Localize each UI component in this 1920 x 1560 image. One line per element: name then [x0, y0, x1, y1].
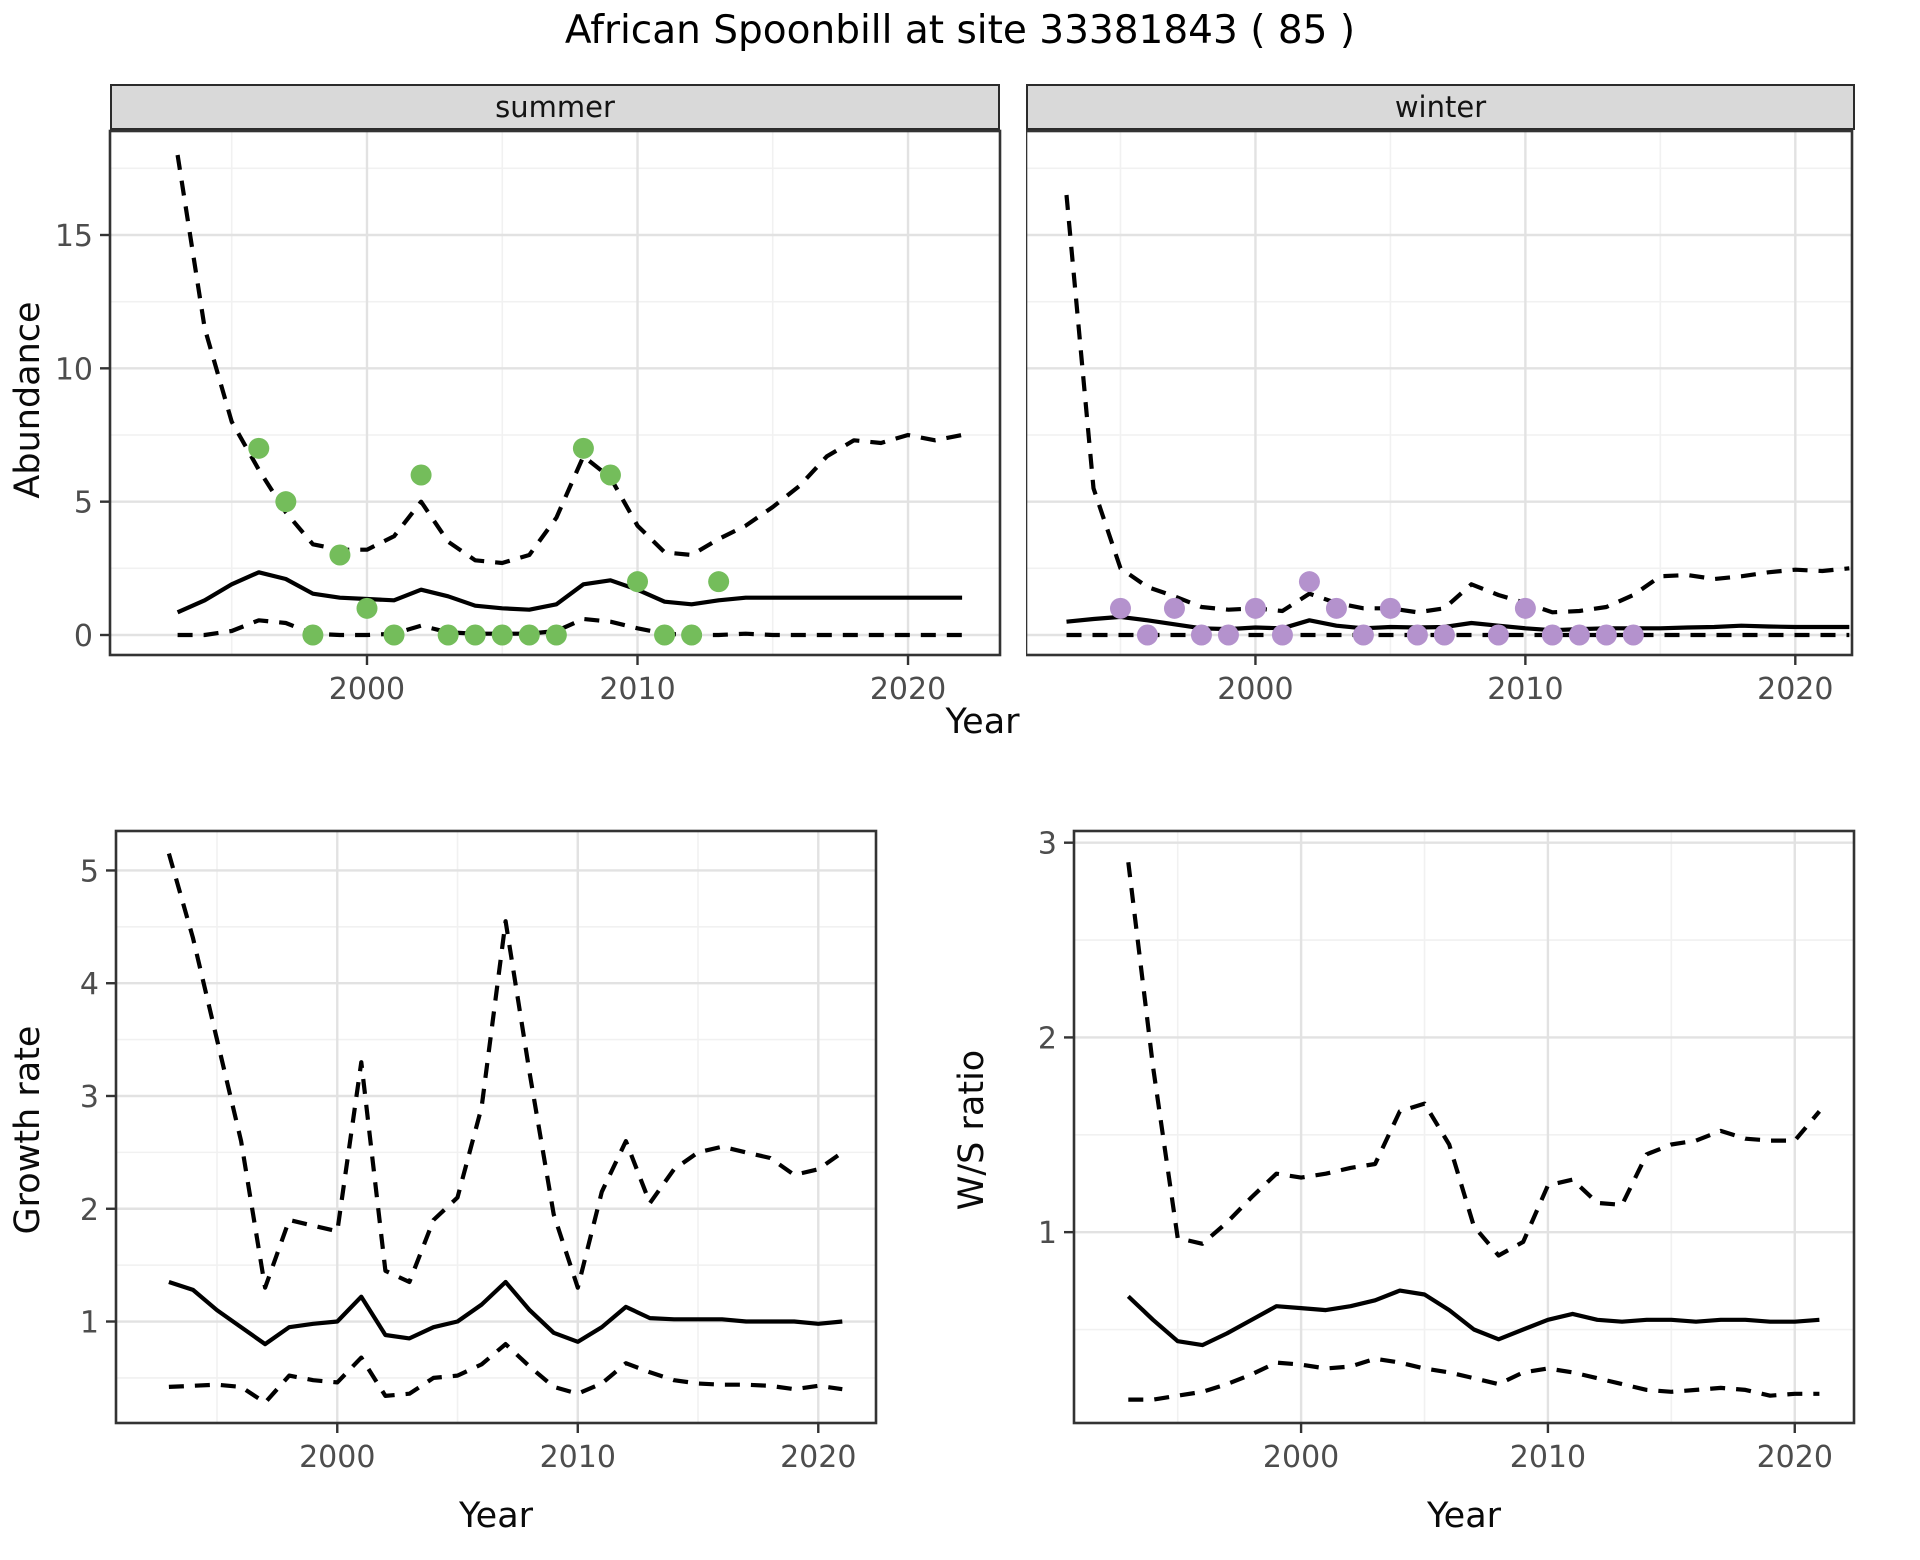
abundance_summer-median-line — [176, 570, 963, 615]
svg-text:2020: 2020 — [870, 672, 946, 707]
svg-text:5: 5 — [74, 486, 93, 521]
abundance_winter-point — [1298, 571, 1320, 593]
growth-rate-plot: 2000 2010 2020 1 2 3 4 5 — [80, 829, 878, 1475]
abundance_summer-point — [356, 597, 378, 619]
growth_rate-upper_ci-line — [166, 853, 844, 1290]
x-axis-title-ws-ratio: Year — [1426, 1496, 1502, 1536]
facet-strip-summer: summer — [110, 84, 1000, 130]
abundance_summer-point — [464, 624, 486, 646]
svg-text:3: 3 — [80, 1080, 99, 1115]
svg-text:2010: 2010 — [1510, 1440, 1586, 1475]
svg-text:0: 0 — [74, 619, 93, 654]
abundance_winter-point — [1514, 597, 1536, 619]
facet-strip-winter-label: winter — [1394, 90, 1487, 124]
svg-text:2000: 2000 — [1217, 672, 1293, 707]
abundance_winter-point — [1109, 597, 1131, 619]
abundance_summer-point — [518, 624, 540, 646]
svg-text:15: 15 — [55, 219, 93, 254]
svg-text:2: 2 — [80, 1193, 99, 1228]
abundance_winter-point — [1541, 624, 1563, 646]
facet-strip-summer-label: summer — [495, 90, 615, 124]
svg-text:2000: 2000 — [329, 672, 405, 707]
svg-text:2000: 2000 — [299, 1440, 375, 1475]
x-axis-title-top: Year — [945, 702, 1020, 742]
svg-text:2020: 2020 — [1757, 1440, 1833, 1475]
svg-text:5: 5 — [80, 854, 99, 889]
x-axis-title-growth-rate: Year — [458, 1496, 534, 1536]
abundance-summer-plot: 2000 2010 2020 0 5 10 15 — [55, 129, 1002, 707]
plot-title: African Spoonbill at site 33381843 ( 85 … — [564, 8, 1356, 53]
abundance_summer-point — [545, 624, 567, 646]
abundance_winter-point — [1487, 624, 1509, 646]
abundance_summer-point — [302, 624, 324, 646]
svg-text:2010: 2010 — [599, 672, 675, 707]
abundance_winter-point — [1622, 624, 1644, 646]
svg-text:2020: 2020 — [780, 1440, 856, 1475]
abundance_winter-point — [1433, 624, 1455, 646]
abundance_summer-point — [491, 624, 513, 646]
abundance_summer-point — [572, 437, 594, 459]
abundance_winter-point — [1406, 624, 1428, 646]
abundance_summer-point — [275, 491, 297, 513]
abundance_winter-point — [1217, 624, 1239, 646]
y-axis-title-growth-rate: Growth rate — [8, 1025, 48, 1235]
abundance_winter-point — [1568, 624, 1590, 646]
abundance-winter-plot: 2000 2010 2020 — [1026, 129, 1854, 707]
abundance_summer-point — [627, 571, 649, 593]
abundance_winter-point — [1595, 624, 1617, 646]
abundance_summer-point — [248, 437, 270, 459]
abundance_winter-point — [1163, 597, 1185, 619]
svg-text:4: 4 — [80, 967, 99, 1002]
svg-text:1: 1 — [1038, 1216, 1057, 1251]
y-axis-title-abundance: Abundance — [8, 301, 48, 499]
svg-text:10: 10 — [55, 352, 93, 387]
abundance_summer-point — [599, 464, 621, 486]
growth_rate-lower_ci-line — [168, 1341, 843, 1405]
abundance_winter-point — [1244, 597, 1266, 619]
ws-ratio-plot: 2000 2010 2020 1 2 3 — [1038, 828, 1856, 1475]
svg-text:2020: 2020 — [1757, 672, 1833, 707]
abundance_winter-point — [1352, 624, 1374, 646]
svg-text:1: 1 — [80, 1306, 99, 1341]
svg-text:2010: 2010 — [1487, 672, 1563, 707]
abundance_summer-point — [383, 624, 405, 646]
svg-text:2: 2 — [1038, 1021, 1057, 1056]
abundance_summer-point — [437, 624, 459, 646]
abundance_summer-point — [329, 544, 351, 566]
svg-text:2000: 2000 — [1263, 1440, 1339, 1475]
abundance_summer-upper_ci-line — [175, 154, 963, 566]
abundance_winter-point — [1271, 624, 1293, 646]
abundance_summer-point — [681, 624, 703, 646]
ws_ratio-lower_ci-line — [1128, 1356, 1820, 1402]
abundance_winter-point — [1190, 624, 1212, 646]
ws_ratio-median-line — [1126, 1288, 1820, 1348]
growth_rate-median-line — [168, 1279, 843, 1347]
abundance_winter-point — [1379, 597, 1401, 619]
abundance_winter-point — [1136, 624, 1158, 646]
facet-strip-winter: winter — [1026, 84, 1855, 130]
svg-text:2010: 2010 — [540, 1440, 616, 1475]
y-axis-title-ws-ratio: W/S ratio — [952, 1049, 992, 1211]
svg-text:3: 3 — [1038, 828, 1057, 862]
abundance_summer-point — [410, 464, 432, 486]
abundance_winter-point — [1325, 597, 1347, 619]
abundance_summer-point — [654, 624, 676, 646]
abundance_winter-upper_ci-line — [1064, 194, 1850, 615]
abundance_summer-point — [708, 571, 730, 593]
ws_ratio-upper_ci-line — [1126, 861, 1822, 1258]
